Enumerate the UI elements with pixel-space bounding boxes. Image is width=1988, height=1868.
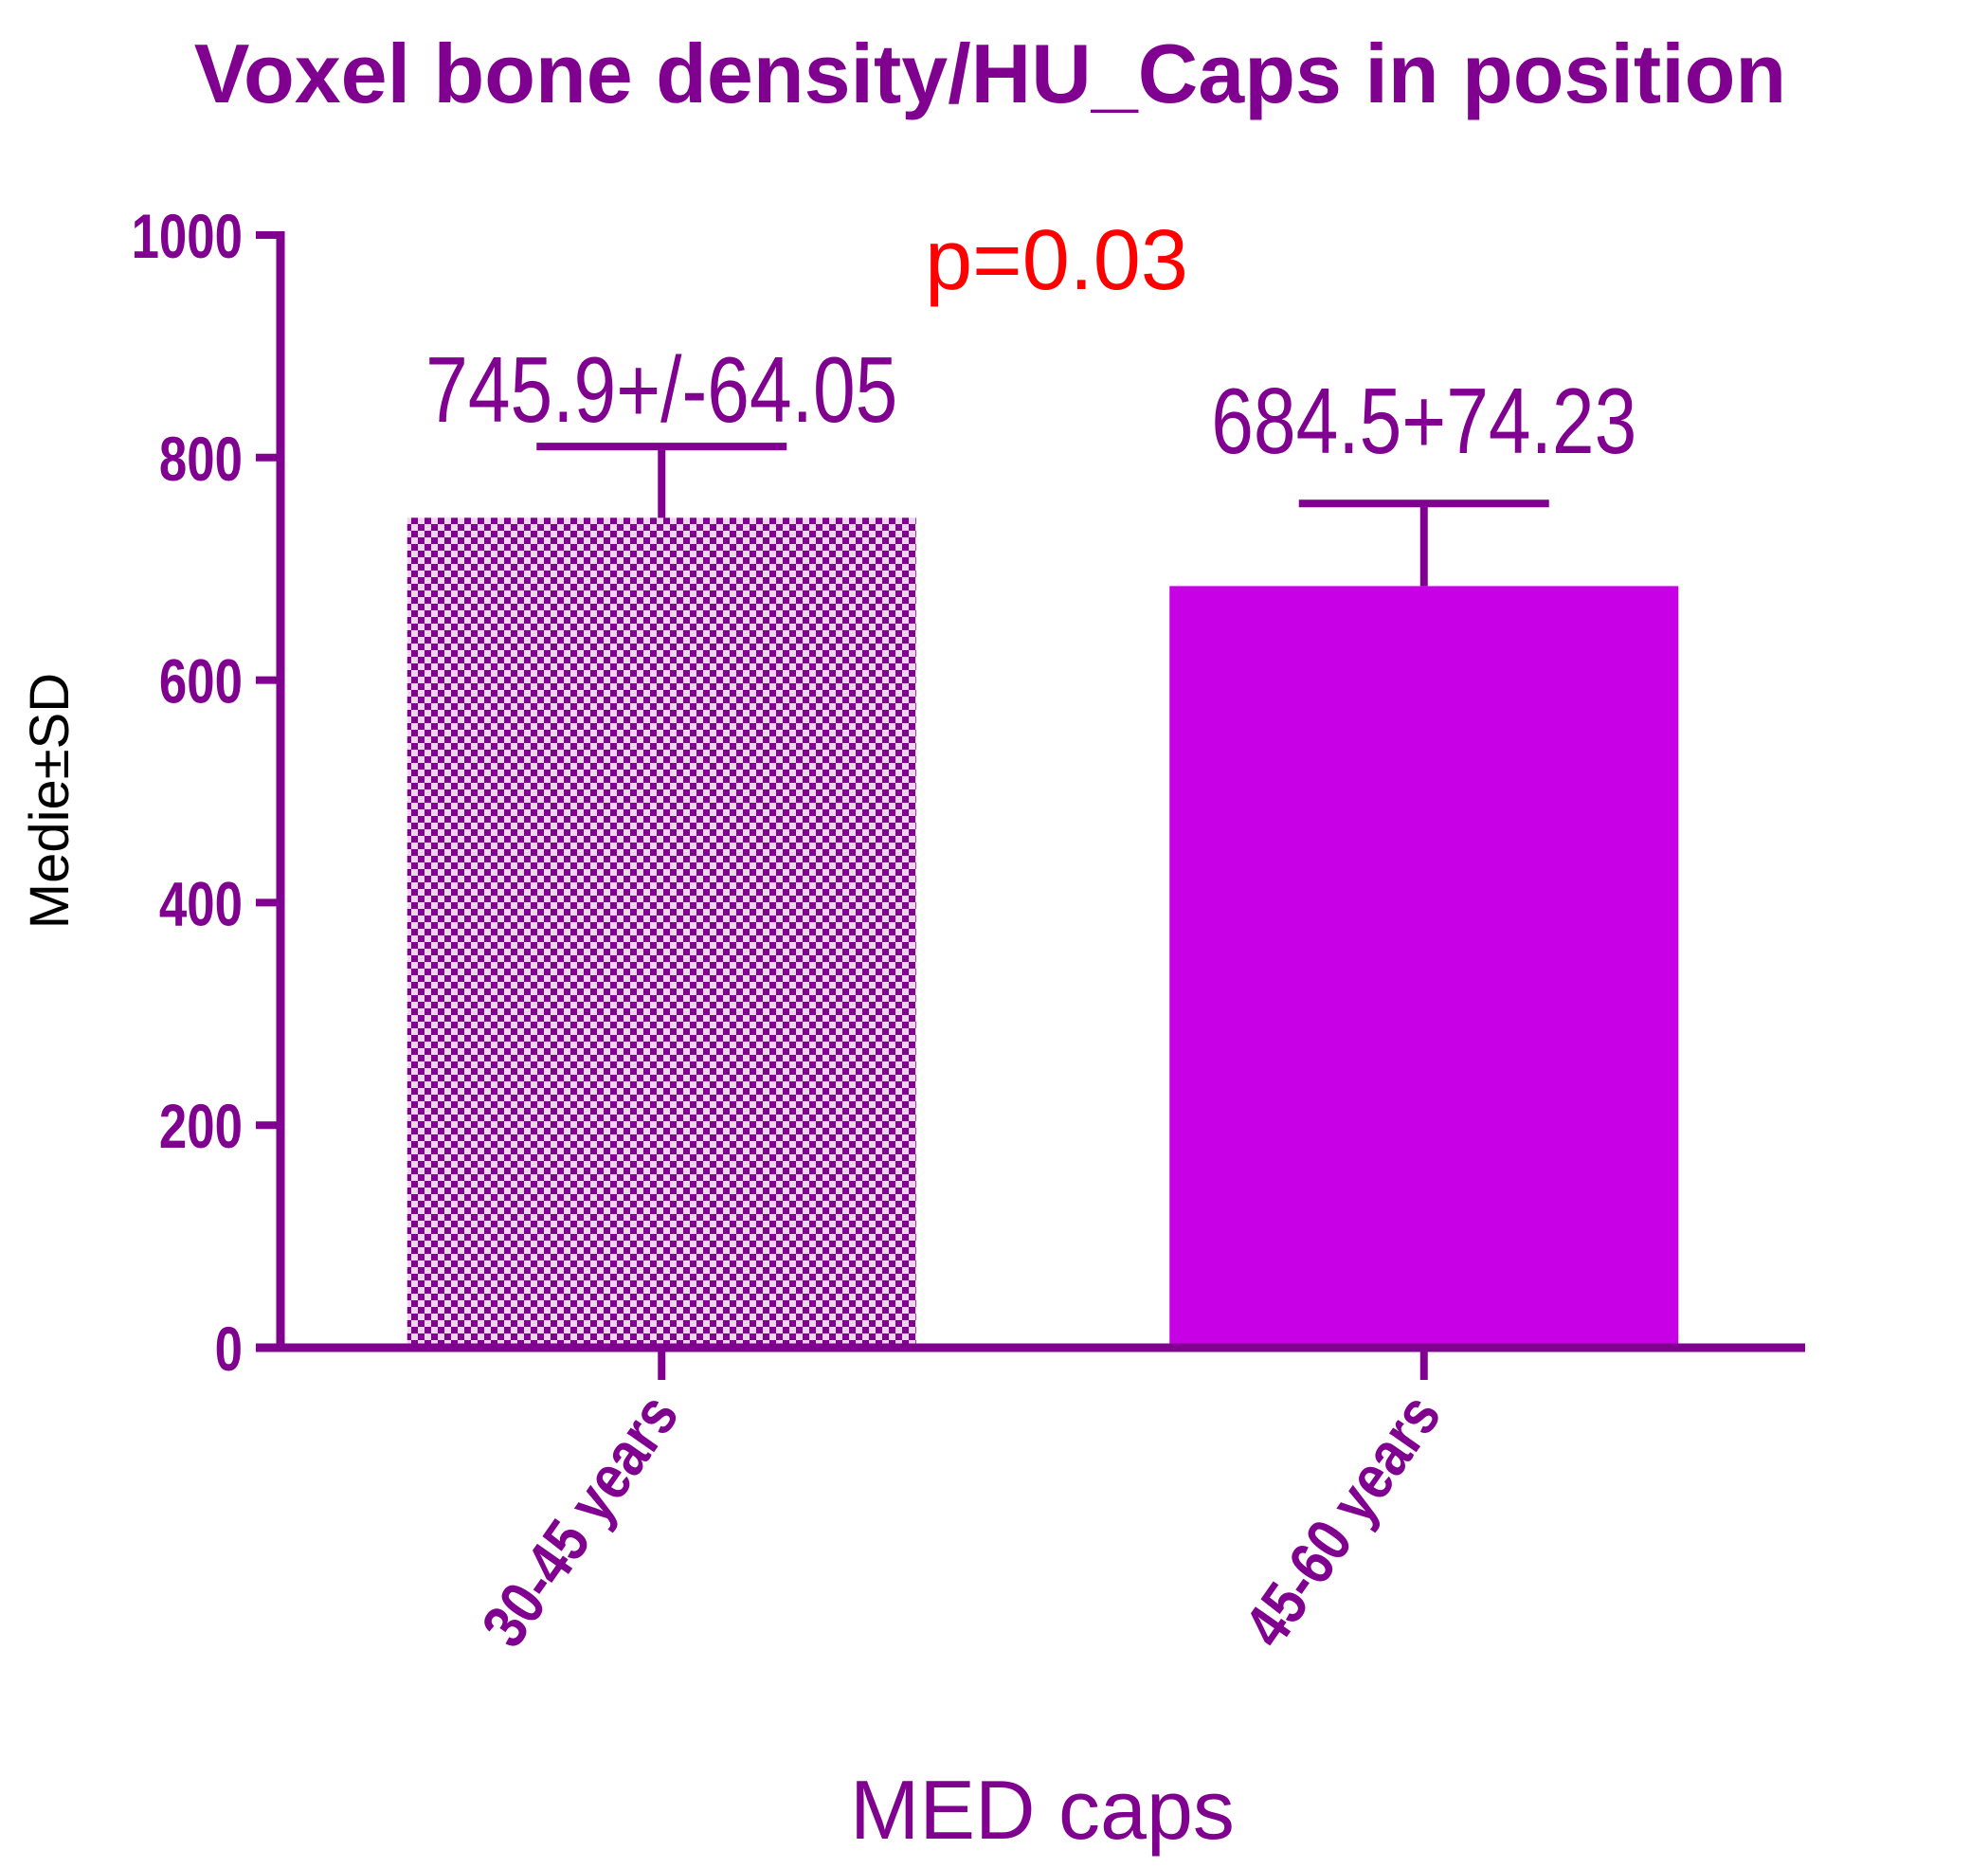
y-tick-label-1000: 1000 [132,201,243,271]
error-bars-layer [536,443,1549,587]
axes-layer [256,231,1805,1380]
p-value-annotation: p=0.03 [925,213,1188,308]
bars-layer [407,517,1679,1348]
y-tick-label-200: 200 [159,1092,243,1162]
y-tick-label-400: 400 [159,869,243,939]
data-label-2: 684.5+74.23 [1211,369,1636,472]
y-axis-title: Medie±SD [19,673,81,929]
bar-1 [407,517,916,1348]
y-tick-label-600: 600 [159,646,243,716]
x-category-label-2: 45-60 years [1231,1382,1454,1659]
data-label-1: 745.9+/-64.05 [425,337,897,441]
x-axis-title: MED caps [850,1763,1235,1857]
x-category-label-1: 30-45 years [468,1382,691,1659]
chart-title: Voxel bone density/HU_Caps in position [194,27,1786,120]
bar-2 [1169,586,1679,1348]
y-tick-label-0: 0 [215,1314,243,1384]
y-tick-label-800: 800 [159,424,243,494]
